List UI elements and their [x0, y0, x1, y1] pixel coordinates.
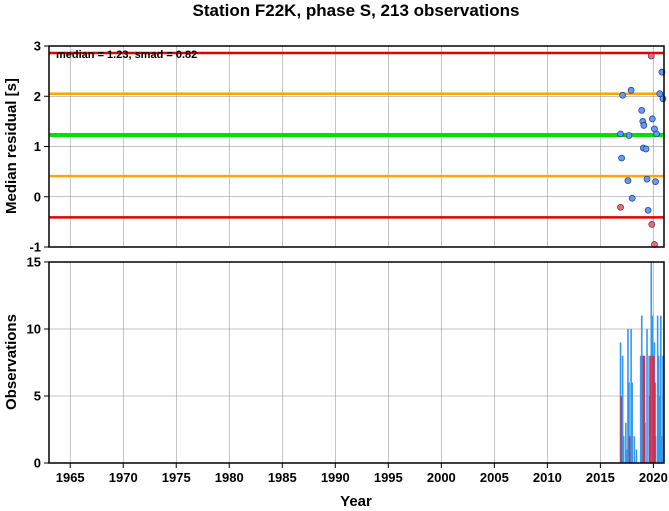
residual-point-s0-6	[628, 194, 636, 202]
residual-point-s0-11	[642, 145, 650, 153]
observation-bar-s0-9	[630, 329, 632, 463]
residual-point-s0-7	[638, 106, 646, 114]
observation-bar-s1-5	[649, 355, 652, 463]
residual-point-s0-17	[653, 130, 660, 138]
observations-y-ticks: 15 10 5 0	[27, 255, 49, 471]
residual-point-s0-10	[640, 122, 648, 129]
residual-point-s0-12	[643, 175, 651, 183]
observation-bar-s1-4	[648, 396, 651, 463]
residual-point-s1-1	[647, 52, 655, 60]
residual-point-s0-0	[617, 130, 624, 138]
observation-bar-s0-27	[657, 355, 660, 463]
x-tick-label-1975: 1975	[162, 470, 191, 485]
observation-bar-s0-30	[661, 436, 663, 463]
observations-plot-background	[49, 262, 664, 463]
observations-plot-frame	[48, 261, 665, 464]
observations-y-axis-label: Observations	[3, 314, 20, 410]
observation-bar-s1-1	[628, 436, 631, 463]
observations-y-tick-label-15: 15	[27, 255, 41, 270]
observations-y-tick-label-5: 5	[34, 389, 41, 404]
year-x-axis-label: Year	[340, 493, 372, 510]
observation-bar-s1-3	[643, 355, 646, 463]
residual-y-tick-label-0: 0	[34, 189, 41, 204]
observation-bar-s0-28	[658, 396, 661, 463]
observation-bar-s1-6	[652, 355, 654, 463]
observation-bar-s1-8	[654, 382, 656, 463]
residual-y-axis-label: Median residual [s]	[3, 78, 20, 214]
x-tick-label-1980: 1980	[215, 470, 244, 485]
observation-bar-s0-2	[621, 355, 624, 463]
observation-bar-s0-14	[640, 315, 643, 463]
residual-point-s0-18	[656, 90, 664, 98]
x-tick-label-2010: 2010	[533, 470, 562, 485]
observation-bar-s0-10	[631, 382, 633, 463]
year-x-ticks: 1965 1970 1975 1980 1985 1990 1995 2000 2005 2010…	[56, 463, 668, 485]
observation-bar-s0-26	[656, 315, 659, 463]
observation-bar-s0-12	[635, 449, 638, 463]
observation-bar-s0-31	[662, 355, 664, 463]
residual-y-tick-label-2: 2	[34, 89, 41, 104]
residual-point-s1-0	[617, 203, 624, 211]
x-tick-label-1995: 1995	[374, 470, 403, 485]
residual-reference-lines	[49, 51, 664, 219]
observation-bar-s1-7	[653, 355, 655, 463]
residual-point-s0-4	[625, 132, 633, 139]
observation-bar-s0-11	[633, 436, 636, 463]
observation-bar-s1-2	[642, 355, 645, 463]
x-tick-label-2015: 2015	[586, 470, 615, 485]
residual-point-s0-3	[624, 177, 632, 185]
residual-point-s0-14	[648, 115, 656, 123]
residual-point-s0-1	[618, 154, 625, 162]
residual-point-s0-2	[619, 91, 626, 99]
residual-y-tick-label--1: -1	[29, 240, 41, 255]
x-tick-label-2005: 2005	[480, 470, 509, 485]
residual-point-s0-13	[644, 206, 652, 214]
observation-bar-s0-18	[646, 329, 648, 463]
observations-y-tick-label-10: 10	[27, 322, 41, 337]
residual-point-s0-5	[627, 86, 635, 94]
residual-point-s0-16	[652, 178, 659, 186]
residual-y-tick-label-1: 1	[34, 139, 41, 154]
x-tick-label-1970: 1970	[109, 470, 138, 485]
observation-bar-s0-13	[639, 355, 642, 463]
residual-annotation: median = 1.23, smad = 0.82	[56, 49, 197, 61]
residual-y-ticks: 3 2 1 0 -1	[29, 39, 49, 255]
x-tick-label-2000: 2000	[427, 470, 456, 485]
x-tick-label-1965: 1965	[56, 470, 85, 485]
chart-title: Station F22K, phase S, 213 observations	[193, 1, 520, 20]
residual-grid	[49, 45, 664, 248]
residual-point-s0-20	[659, 95, 667, 103]
observation-bar-s0-7	[628, 382, 630, 463]
observation-bar-s0-5	[626, 449, 628, 463]
observations-panel: 15 10 5 0 1965 1970 1975 1980 1985 1990 1995 2000 2…	[3, 255, 668, 511]
observation-bar-s0-3	[622, 436, 625, 463]
observations-y-tick-label-0: 0	[34, 456, 41, 471]
residual-panel: 3 2 1 0 -1 median = 1.23, smad = 0.82 Median…	[3, 39, 667, 255]
observation-bar-s0-29	[660, 315, 662, 463]
observations-bars	[619, 262, 664, 463]
x-tick-label-2020: 2020	[639, 470, 668, 485]
residual-y-tick-label-3: 3	[34, 39, 41, 54]
observation-bar-s0-4	[625, 422, 627, 463]
observation-bar-s1-0	[620, 396, 622, 463]
residual-point-s1-2	[648, 221, 656, 228]
observation-bar-s0-6	[627, 329, 629, 463]
x-tick-label-1985: 1985	[268, 470, 297, 485]
x-tick-label-1990: 1990	[321, 470, 350, 485]
